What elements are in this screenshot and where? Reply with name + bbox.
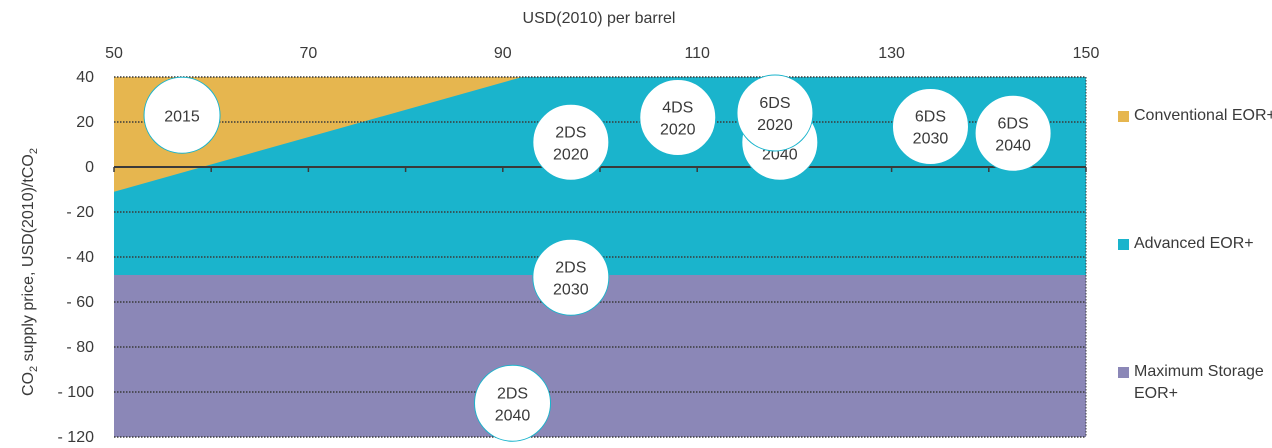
scenario-circle bbox=[736, 74, 814, 152]
x-tick-label: 50 bbox=[105, 45, 123, 62]
scenario-circle bbox=[639, 79, 717, 156]
scenario-bubble: 2DS 2040 bbox=[474, 364, 552, 442]
scenario-label: 6DS bbox=[998, 115, 1029, 132]
y-tick-label: 40 bbox=[76, 69, 94, 86]
y-tick-label: - 80 bbox=[66, 339, 94, 356]
scenario-label: 4DS bbox=[662, 100, 693, 117]
x-tick-label: 150 bbox=[1073, 45, 1100, 62]
y-tick-labels: 40 20 0 - 20 - 40 - 60 - 80 - 100 - 120 bbox=[58, 69, 95, 446]
subscript: 2 bbox=[28, 365, 41, 372]
x-tick-labels: 50 70 90 110 130 150 bbox=[105, 45, 1099, 62]
scenario-bubble: 2DS 2020 bbox=[532, 103, 610, 181]
scenario-label: 6DS bbox=[759, 95, 790, 112]
legend-swatch bbox=[1118, 111, 1129, 122]
legend-item-maximum-storage-eor: Maximum Storage EOR+ bbox=[1118, 361, 1272, 405]
scenario-bubbles: 20154DS20204DS20406DS20202DS20206DS20306… bbox=[143, 74, 1052, 442]
scenario-bubble: 2DS 2030 bbox=[532, 238, 610, 316]
scenario-label: 6DS bbox=[915, 109, 946, 126]
x-tick-label: 110 bbox=[684, 45, 710, 62]
scenario-circle bbox=[143, 76, 221, 154]
y-tick-label: - 60 bbox=[66, 294, 94, 311]
scenario-label: 2020 bbox=[660, 122, 696, 139]
x-tick-label: 130 bbox=[878, 45, 905, 62]
y-axis-title-part: CO bbox=[19, 371, 37, 396]
y-axis-title-part: supply price, USD(2010)/tCO bbox=[19, 154, 37, 366]
y-tick-label: - 100 bbox=[58, 384, 95, 401]
y-tick-label: 20 bbox=[76, 114, 94, 131]
y-tick-label: - 20 bbox=[66, 204, 94, 221]
legend-item-conventional-eor: Conventional EOR+ bbox=[1118, 105, 1272, 127]
legend-label: Advanced EOR+ bbox=[1134, 235, 1254, 252]
scenario-circle bbox=[891, 88, 969, 165]
scenario-label: 2040 bbox=[495, 407, 531, 424]
subscript: 2 bbox=[28, 148, 41, 155]
scenario-bubble: 6DS 2020 bbox=[736, 74, 814, 152]
scenario-bubble: 6DS 2040 bbox=[974, 94, 1052, 172]
legend-label: Conventional EOR+ bbox=[1134, 107, 1272, 124]
scenario-circle bbox=[532, 103, 610, 181]
legend-label: Maximum Storage EOR+ bbox=[1134, 363, 1264, 402]
x-axis-title: USD(2010) per barrel bbox=[523, 10, 676, 27]
scenario-label: 2030 bbox=[913, 131, 949, 148]
y-tick-label: - 40 bbox=[66, 249, 94, 266]
y-tick-label: - 120 bbox=[58, 429, 95, 446]
scenario-label: 2DS bbox=[555, 124, 586, 141]
y-tick-label: 0 bbox=[85, 159, 94, 176]
x-tick-label: 90 bbox=[494, 45, 512, 62]
gridlines bbox=[114, 76, 1086, 438]
scenario-label: 2015 bbox=[164, 108, 200, 125]
scenario-circle bbox=[474, 364, 552, 442]
scenario-label: 2DS bbox=[497, 385, 528, 402]
scenario-circle bbox=[974, 94, 1052, 172]
scenario-label: 2020 bbox=[553, 146, 589, 163]
scenario-bubble: 6DS 2030 bbox=[891, 88, 969, 165]
scenario-label: 2030 bbox=[553, 281, 589, 298]
legend-item-advanced-eor: Advanced EOR+ bbox=[1118, 233, 1272, 255]
scenario-label: 2020 bbox=[757, 117, 793, 134]
y-axis-title: CO2 supply price, USD(2010)/tCO2 bbox=[20, 148, 40, 396]
x-tick-label: 70 bbox=[300, 45, 318, 62]
scenario-label: 2040 bbox=[995, 137, 1031, 154]
legend-swatch bbox=[1118, 367, 1129, 378]
scenario-label: 2DS bbox=[555, 259, 586, 276]
legend-swatch bbox=[1118, 239, 1129, 250]
scenario-bubble: 2015 bbox=[143, 76, 221, 154]
y-axis-title-text: CO2 supply price, USD(2010)/tCO2 bbox=[19, 148, 41, 396]
scenario-circle bbox=[532, 238, 610, 316]
scenario-bubble: 4DS 2020 bbox=[639, 79, 717, 156]
